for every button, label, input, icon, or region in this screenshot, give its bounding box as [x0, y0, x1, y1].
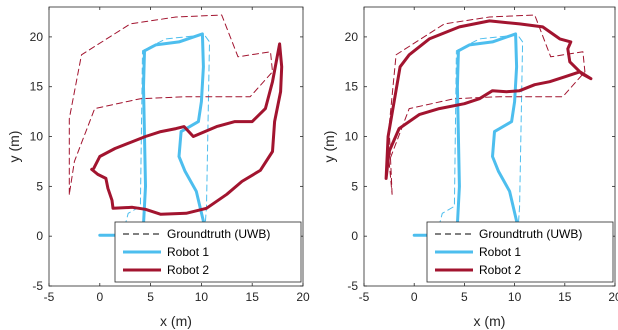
y-tick-label: 0	[351, 229, 358, 243]
x-tick-label: 15	[246, 290, 260, 304]
legend-label: Robot 1	[167, 245, 209, 259]
robot-1-line	[412, 32, 521, 238]
y-tick-label: 20	[30, 30, 44, 44]
y-tick-label: -5	[32, 279, 43, 293]
x-tick-label: 5	[147, 290, 154, 304]
x-tick-label: 20	[296, 290, 310, 304]
legend-label: Robot 1	[479, 245, 521, 259]
x-axis-label: x (m)	[160, 313, 192, 329]
groundtruth-robot2-line	[388, 14, 586, 195]
axes-box	[363, 6, 616, 287]
x-tick-label: 0	[96, 290, 103, 304]
plot-area	[384, 14, 593, 238]
legend-label: Groundtruth (UWB)	[479, 227, 582, 241]
y-axis-label: y (m)	[6, 131, 22, 163]
y-tick-label: 15	[345, 80, 359, 94]
x-tick-label: 10	[508, 290, 522, 304]
y-axis-label: y (m)	[321, 131, 337, 163]
robot-2-line	[90, 42, 284, 216]
x-tick-label: 0	[411, 290, 418, 304]
legend-label: Robot 2	[479, 263, 521, 277]
x-tick-label: 10	[195, 290, 209, 304]
y-tick-label: 10	[30, 130, 44, 144]
legend-label: Robot 2	[167, 263, 209, 277]
x-tick-label: 5	[461, 290, 468, 304]
x-axis-label: x (m)	[474, 313, 506, 329]
x-tick-label: -5	[359, 290, 370, 304]
groundtruth-robot1-line	[435, 34, 524, 237]
legend: Groundtruth (UWB) Robot 1 Robot 2	[114, 221, 302, 283]
legend-label: Groundtruth (UWB)	[167, 227, 270, 241]
robot-1-line	[98, 32, 207, 238]
y-tick-label: 15	[30, 80, 44, 94]
right-trajectory-plot: -5 0 5 10 15 20 -5 0 5 10 15 20 x (m) y (m) Groundtrut…	[321, 6, 618, 329]
x-tick-label: 20	[608, 290, 618, 304]
legend: Groundtruth (UWB) Robot 1 Robot 2	[426, 221, 614, 283]
x-tick-label: 15	[558, 290, 572, 304]
y-tick-label: -5	[347, 279, 358, 293]
x-tick-label: -5	[44, 290, 55, 304]
plot-area	[68, 14, 284, 238]
y-tick-label: 20	[345, 30, 359, 44]
left-trajectory-plot: -5 0 5 10 15 20 -5 0 5 10 15 20 x (m) y (m) Groundtrut…	[6, 6, 310, 329]
y-tick-label: 5	[36, 179, 43, 193]
groundtruth-robot2-line	[68, 14, 273, 195]
y-tick-label: 0	[36, 229, 43, 243]
axes-box	[48, 6, 304, 287]
y-tick-label: 10	[345, 130, 359, 144]
y-tick-label: 5	[351, 179, 358, 193]
robot-2-line	[384, 19, 593, 180]
